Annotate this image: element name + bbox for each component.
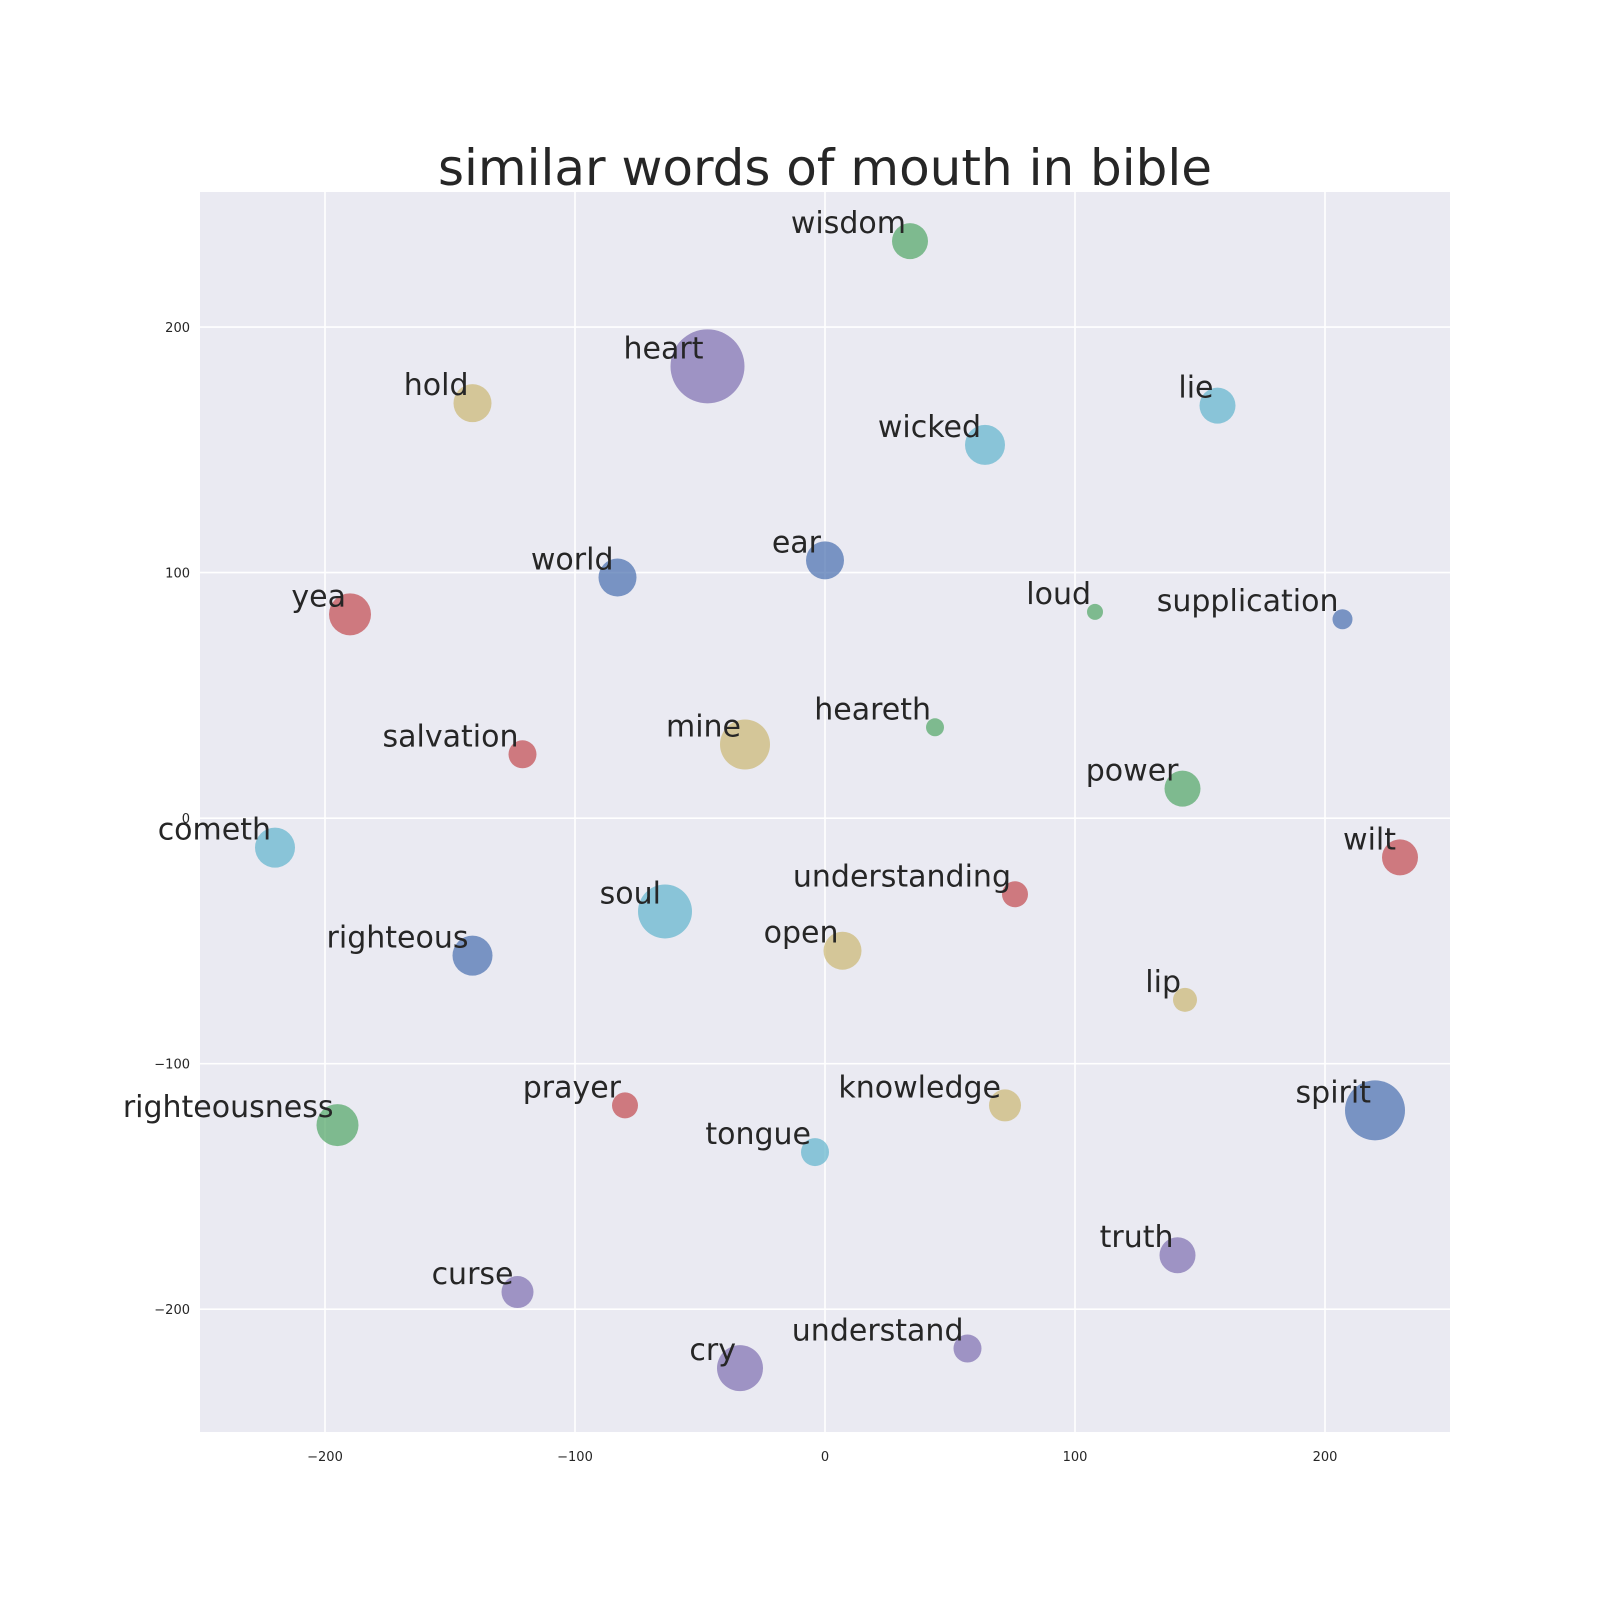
data-point (316, 1104, 359, 1147)
x-tick-label: 200 (1313, 1450, 1338, 1465)
data-point (926, 718, 944, 737)
data-point (638, 884, 692, 939)
chart-title: similar words of mouth in bible (438, 139, 1212, 197)
point-label: yea (291, 579, 346, 614)
point-label: salvation (383, 719, 519, 754)
point-label: tongue (705, 1117, 811, 1152)
y-tick-label: 200 (165, 321, 190, 336)
data-point (1382, 839, 1418, 876)
y-tick-label: 100 (165, 567, 190, 582)
data-point (801, 1138, 829, 1167)
data-point (1159, 1237, 1196, 1274)
point-label: wisdom (791, 206, 906, 241)
point-label: wicked (878, 410, 981, 445)
data-point (717, 1345, 763, 1392)
data-point (989, 1089, 1021, 1122)
point-label: lie (1178, 371, 1213, 406)
data-point (453, 384, 492, 423)
data-point (508, 740, 537, 769)
x-tick-label: −200 (307, 1450, 343, 1465)
point-label: cometh (158, 813, 271, 848)
data-point (598, 558, 637, 597)
data-points (255, 223, 1418, 1392)
point-label: righteous (327, 921, 469, 956)
point-label: world (531, 543, 614, 578)
point-label: prayer (523, 1070, 622, 1105)
data-point (806, 541, 844, 580)
point-label: open (764, 916, 839, 951)
point-label: heareth (814, 692, 931, 727)
data-point (255, 827, 295, 868)
data-point (823, 931, 862, 970)
data-point (329, 593, 371, 636)
y-tick-label: −100 (154, 1058, 190, 1073)
data-point (1173, 987, 1197, 1012)
point-label: righteousness (123, 1090, 334, 1125)
data-point (1002, 881, 1028, 908)
point-labels: wisdom heart hold lie wicked ear world yea loud s… (123, 206, 1396, 1368)
point-label: power (1086, 754, 1179, 789)
y-axis: −200 −100 0 100 200 (154, 321, 190, 1318)
data-point (720, 719, 770, 770)
point-label: truth (1100, 1220, 1174, 1255)
data-point (1087, 603, 1103, 620)
y-tick-label: −200 (154, 1303, 190, 1318)
point-label: soul (600, 876, 661, 911)
point-label: lip (1145, 965, 1181, 1000)
data-point (1199, 387, 1236, 424)
data-point (501, 1276, 534, 1309)
point-label: hold (404, 368, 469, 403)
point-label: understanding (793, 859, 1011, 894)
point-label: supplication (1157, 584, 1339, 619)
data-point (612, 1092, 638, 1119)
x-tick-label: 0 (821, 1450, 829, 1465)
data-point (452, 935, 493, 976)
point-label: ear (772, 525, 822, 560)
point-label: understand (792, 1314, 964, 1349)
data-point (892, 223, 928, 260)
point-label: heart (624, 331, 704, 366)
x-axis: −200 −100 0 100 200 (307, 1450, 1337, 1465)
data-point (953, 1334, 982, 1363)
point-label: spirit (1296, 1075, 1372, 1110)
point-label: curse (432, 1257, 514, 1292)
y-tick-label: 0 (182, 812, 190, 827)
point-label: knowledge (838, 1070, 1001, 1105)
point-label: wilt (1343, 822, 1396, 857)
point-label: mine (666, 709, 741, 744)
x-tick-label: 100 (1063, 1450, 1088, 1465)
data-point (670, 329, 745, 404)
data-point (1164, 770, 1201, 807)
x-tick-label: −100 (557, 1450, 593, 1465)
data-point (1332, 609, 1353, 630)
data-point (1345, 1080, 1405, 1141)
point-label: cry (689, 1333, 736, 1368)
data-point (965, 424, 1005, 465)
point-label: loud (1026, 577, 1091, 612)
grid (200, 192, 1450, 1432)
